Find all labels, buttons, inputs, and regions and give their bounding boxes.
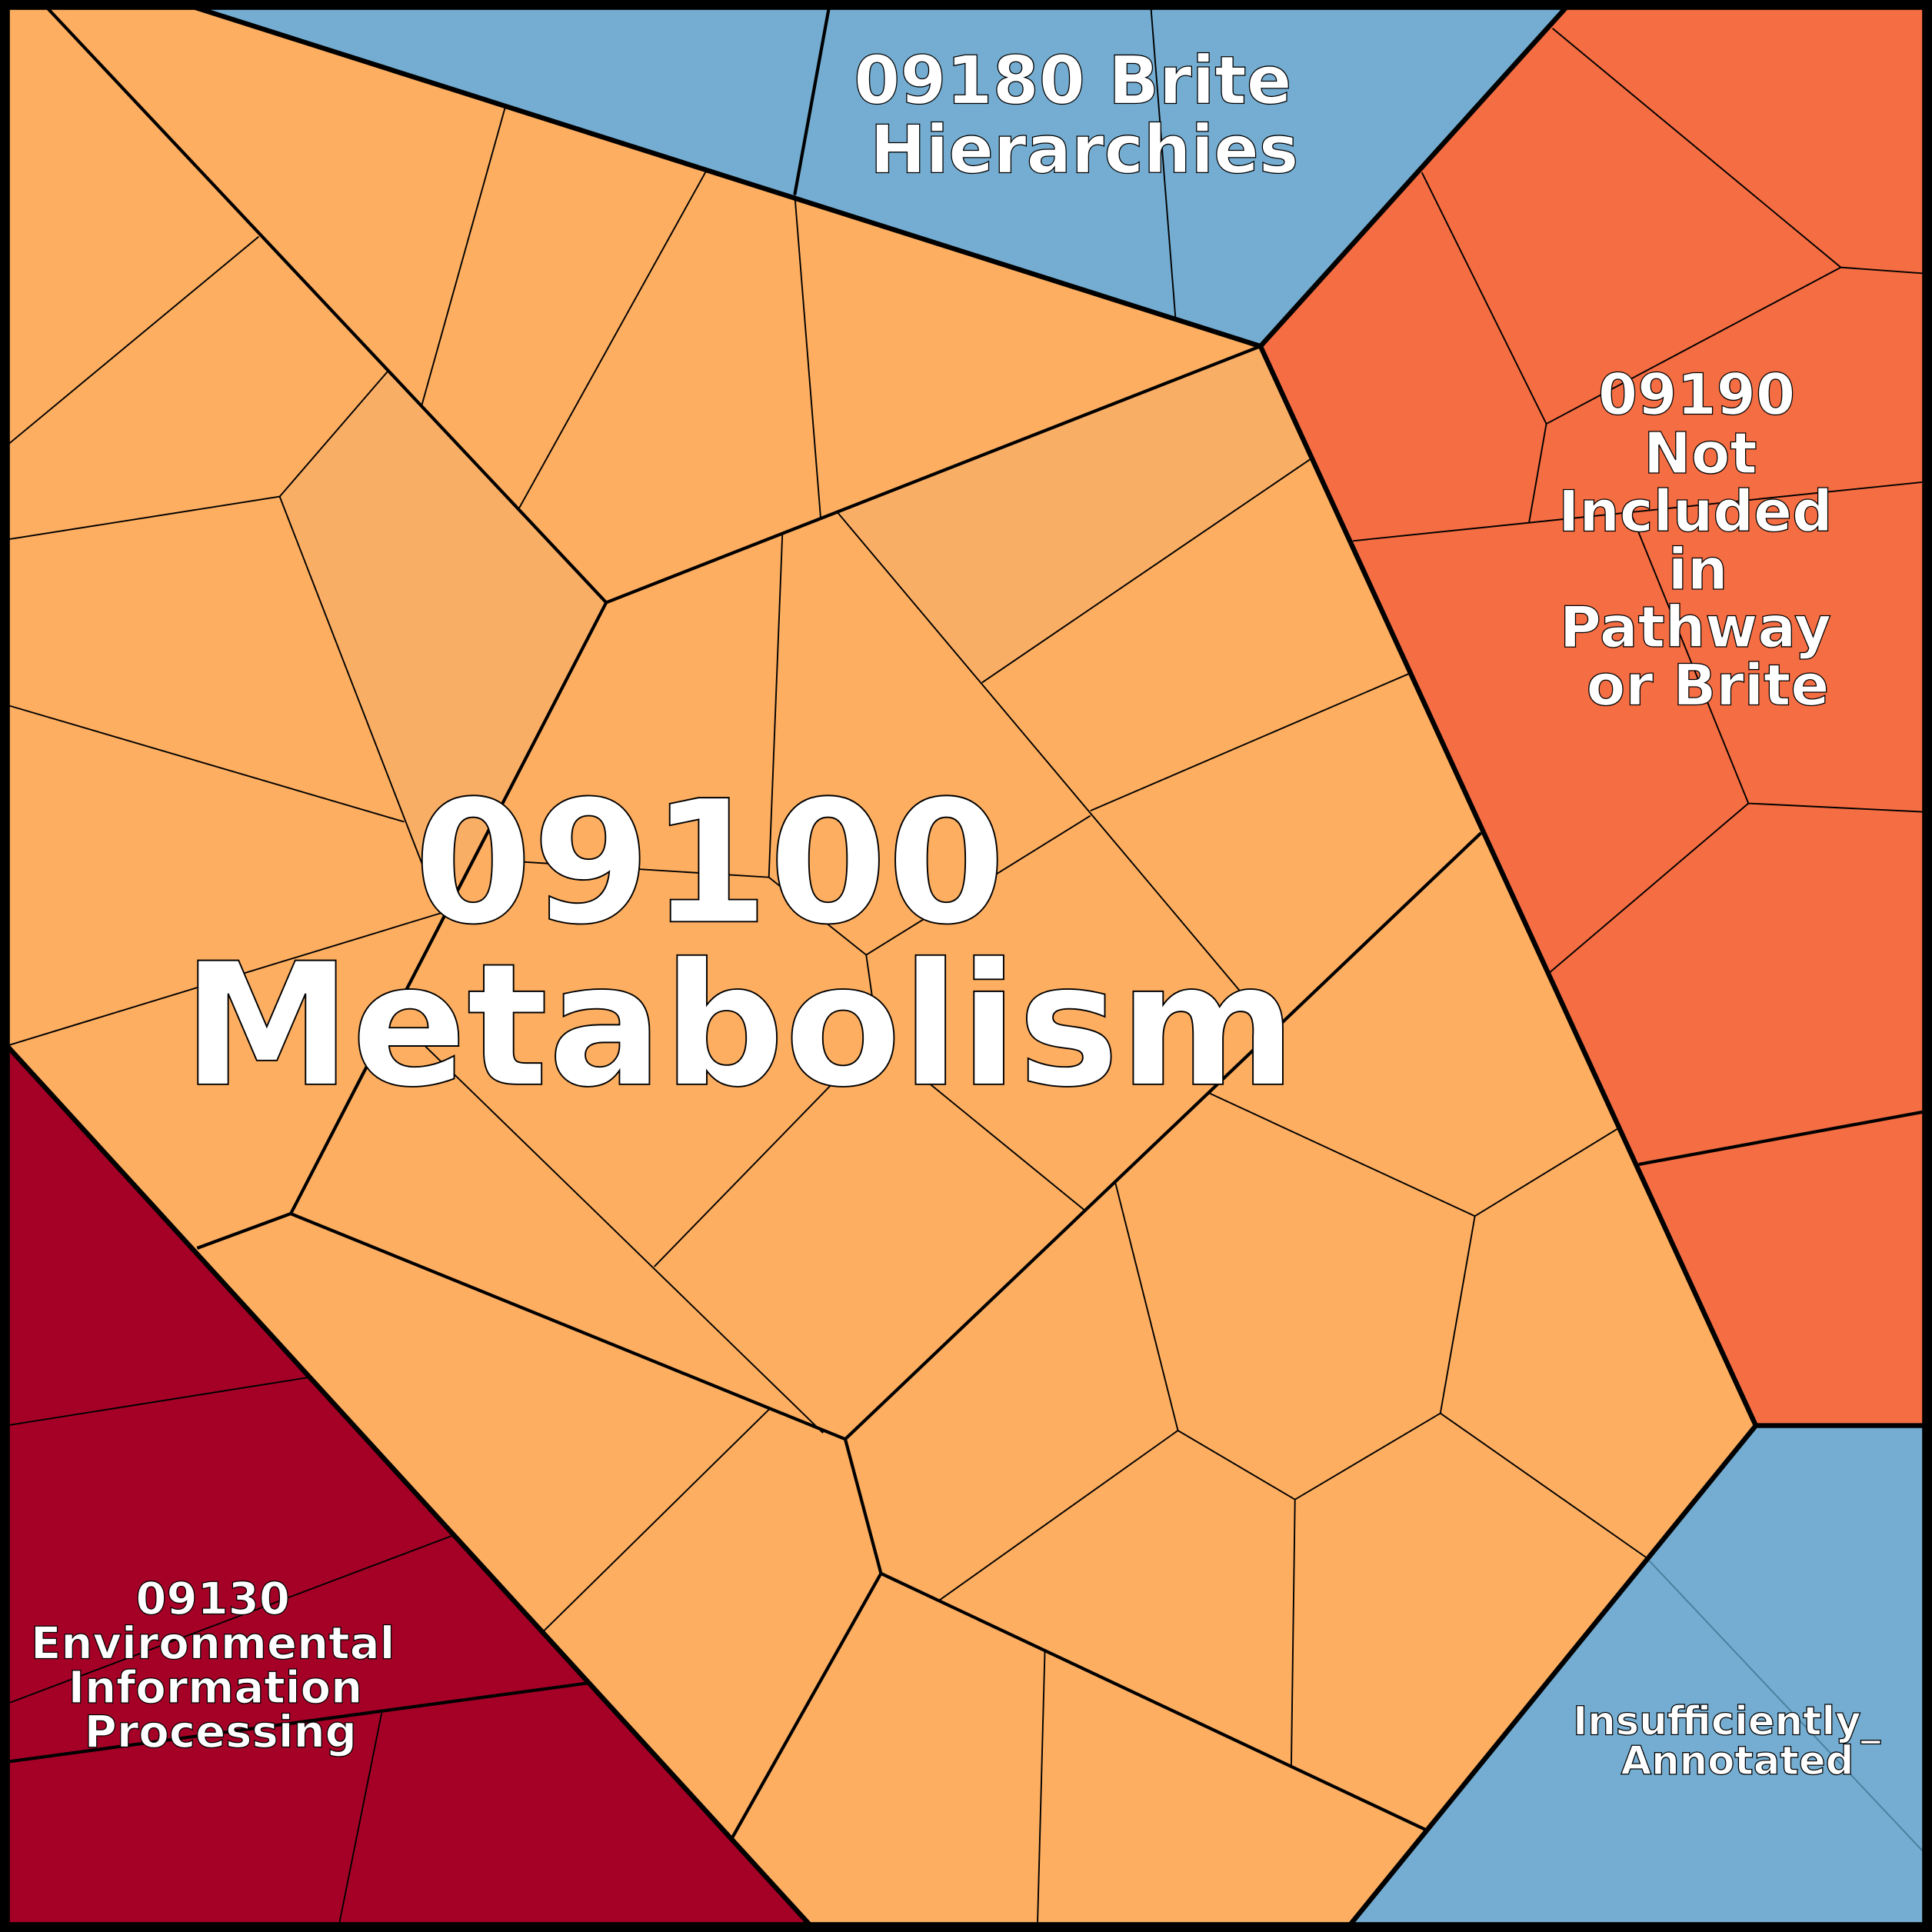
label-metabolism: 09100 Metabolism [182,764,1296,1124]
metabolism-cell-shaded [836,346,1310,683]
label-not-included: 09190 Not Included in Pathway or Brite [1558,362,1852,718]
label-brite: 09180 Brite Hierarchies [854,43,1314,189]
region-insufficient [1349,1425,1926,1926]
region-brite [191,6,1567,347]
metabolism-cell-shaded [279,371,607,914]
group-borders [5,5,1927,1840]
label-insufficient: Insufficiently_ Annotated [1573,1699,1894,1784]
label-environmental: 09130 Environmental Information Processi… [31,1573,410,1758]
region-not-included [1260,6,1926,1426]
region-borders [4,3,1926,1928]
cell-borders [5,5,1927,1927]
cell-border-faint [1645,1557,1927,1855]
